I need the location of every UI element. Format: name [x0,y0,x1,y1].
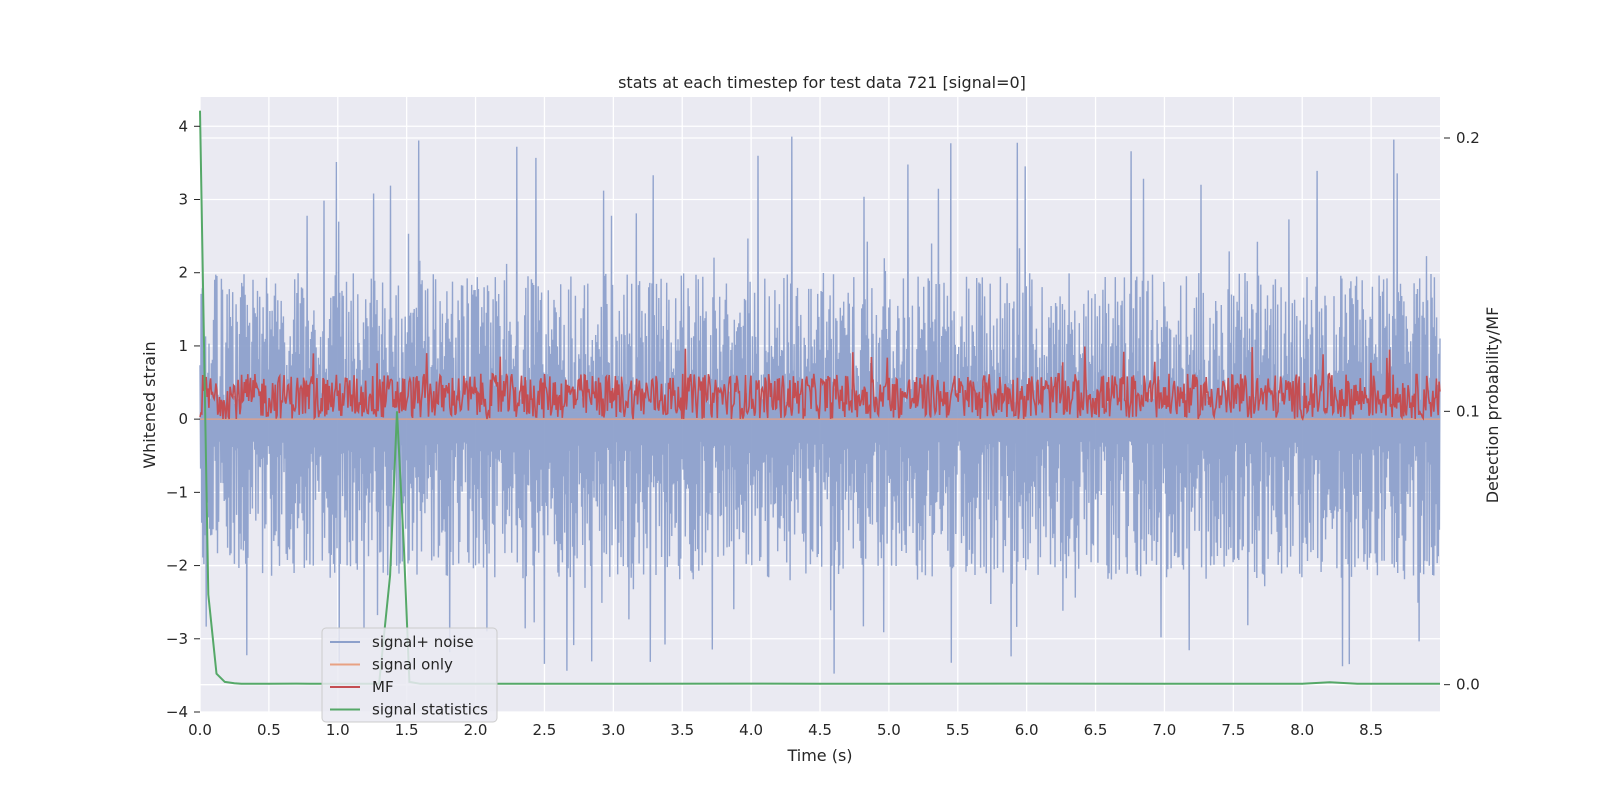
legend-label: MF [372,678,394,696]
series-mf-line [199,346,1441,421]
y-tick-label: 0 [178,410,188,428]
y-tick-label: −2 [166,557,188,575]
y2-tick-label: 0.1 [1456,402,1480,420]
x-tick-label: 0.0 [188,721,212,739]
y-tick-label: 2 [178,264,188,282]
x-tick-label: 5.0 [877,721,901,739]
y2-tick-label: 0.2 [1456,129,1480,147]
y2-axis-ticks: 0.2 0.1 0.0 [1444,129,1480,694]
legend-label: signal only [372,656,453,674]
legend: signal+ noise signal only MF signal statist… [321,627,498,723]
y2-tick-label: 0.0 [1456,676,1480,694]
x-tick-label: 4.5 [808,721,832,739]
y-tick-label: 1 [178,337,188,355]
y-tick-label: −4 [166,703,188,721]
x-tick-label: 2.0 [464,721,488,739]
x-tick-label: 6.0 [1015,721,1039,739]
x-tick-label: 3.0 [601,721,625,739]
x-tick-label: 6.5 [1084,721,1108,739]
series-layer [199,110,1441,685]
chart-title: stats at each timestep for test data 721… [618,73,1026,92]
x-tick-label: 1.0 [326,721,350,739]
y-tick-label: 4 [178,117,188,135]
y-axis-ticks: 4 3 2 1 0 −1 −2 −3 −4 [166,117,200,721]
x-tick-label: 0.5 [257,721,281,739]
x-axis-ticks: 0.0 0.5 1.0 1.5 2.0 2.5 3.0 3.5 4.0 4.5 5.0 5.5 6.0 6… [188,721,1383,739]
x-tick-label: 7.5 [1221,721,1245,739]
x-tick-label: 5.5 [946,721,970,739]
series-signal-noise-line [199,136,1441,674]
x-tick-label: 8.0 [1290,721,1314,739]
x-axis-label: Time (s) [786,746,852,765]
y-tick-label: −1 [166,483,188,501]
x-tick-label: 8.5 [1359,721,1383,739]
x-tick-label: 3.5 [670,721,694,739]
x-tick-label: 7.0 [1153,721,1177,739]
y-axis-label: Whitened strain [140,341,159,468]
x-tick-label: 2.5 [533,721,557,739]
legend-label: signal+ noise [372,633,474,651]
y-tick-label: 3 [178,191,188,209]
y-tick-label: −3 [166,630,188,648]
legend-box [321,627,498,723]
series-signal-statistics-line [199,110,1440,685]
y2-axis-label: Detection probability/MF [1483,307,1502,504]
legend-label: signal statistics [372,701,488,719]
x-tick-label: 4.0 [739,721,763,739]
x-tick-label: 1.5 [395,721,419,739]
